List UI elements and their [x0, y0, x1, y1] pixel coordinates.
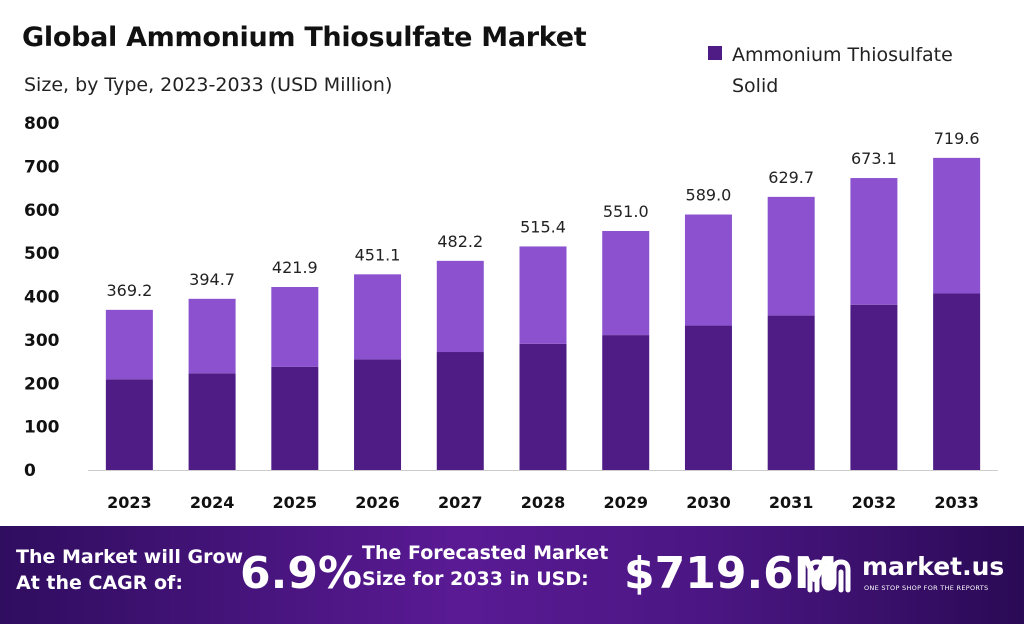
bar-segment-upper: [105, 309, 153, 380]
y-tick-label: 200: [24, 374, 60, 394]
x-tick-label: 2028: [521, 493, 566, 512]
legend-label: Ammonium Thiosulfate Solid: [732, 44, 953, 97]
x-tick-label: 2025: [273, 493, 318, 512]
bar-segment-solid: [767, 315, 815, 470]
bar-value-label: 515.4: [520, 217, 566, 236]
x-tick-label: 2030: [686, 493, 731, 512]
bar-segment-upper: [767, 196, 815, 316]
bar-segment-solid: [684, 325, 732, 470]
bar-value-label: 394.7: [189, 270, 235, 289]
bar-segment-upper: [850, 178, 898, 305]
bar-segment-solid: [850, 304, 898, 470]
x-tick-label: 2024: [190, 493, 235, 512]
info-banner: The Market will Grow At the CAGR of: 6.9…: [0, 526, 1024, 624]
logo-tagline: ONE STOP SHOP FOR THE REPORTS: [864, 584, 989, 592]
bar-segment-upper: [436, 260, 484, 353]
bar-value-label: 451.1: [355, 245, 401, 264]
bar-segment-upper: [933, 157, 981, 294]
cagr-label: The Market will Grow At the CAGR of:: [16, 544, 243, 596]
y-tick-label: 800: [24, 114, 60, 134]
chart-subtitle: Size, by Type, 2023-2033 (USD Million): [24, 74, 393, 96]
bar-value-label: 369.2: [106, 281, 152, 300]
bar-segment-upper: [519, 246, 567, 344]
logo-text: market.us: [862, 552, 1005, 581]
bar-segment-solid: [188, 373, 236, 470]
x-tick-label: 2032: [852, 493, 897, 512]
cagr-value: 6.9%: [240, 548, 363, 599]
bar-segment-solid: [933, 293, 981, 470]
x-tick-label: 2026: [355, 493, 400, 512]
bar-value-label: 421.9: [272, 258, 318, 277]
y-tick-label: 700: [24, 157, 60, 177]
bar-segment-solid: [519, 343, 567, 470]
bar-segment-solid: [354, 359, 402, 470]
bar-value-label: 482.2: [437, 232, 483, 251]
bar-chart: 0 100 200 300 400 500 600 700 800 369.2 2023 394.7 2…: [24, 114, 998, 512]
y-tick-label: 500: [24, 244, 60, 264]
bar-segment-solid: [436, 352, 484, 470]
bar-segment-solid: [105, 379, 153, 470]
y-tick-label: 600: [24, 201, 60, 221]
y-tick-label: 300: [24, 331, 60, 351]
x-tick-label: 2029: [603, 493, 648, 512]
bar-value-label: 589.0: [686, 186, 732, 205]
bar-segment-upper: [684, 214, 732, 326]
cagr-label-line2: At the CAGR of:: [16, 572, 183, 594]
bar-segment-upper: [188, 298, 236, 374]
x-tick-label: 2033: [934, 493, 979, 512]
y-tick-label: 0: [24, 461, 36, 481]
forecast-label: The Forecasted Market Size for 2033 in U…: [362, 540, 608, 592]
forecast-value: $719.6M: [624, 548, 838, 599]
bar-value-label: 673.1: [851, 149, 897, 168]
bar-value-label: 629.7: [768, 168, 814, 187]
forecast-label-line2: Size for 2033 in USD:: [362, 568, 589, 590]
x-tick-label: 2031: [769, 493, 814, 512]
legend-swatch: [708, 46, 722, 60]
cagr-label-line1: The Market will Grow: [16, 546, 244, 568]
bar-segment-upper: [271, 287, 319, 367]
bar-segment-solid: [602, 335, 650, 470]
x-tick-label: 2027: [438, 493, 483, 512]
y-tick-label: 100: [24, 418, 60, 438]
y-tick-label: 400: [24, 288, 60, 308]
bar-segment-upper: [354, 274, 402, 360]
forecast-label-line1: The Forecasted Market: [362, 542, 609, 564]
bar-value-label: 719.6: [934, 129, 980, 148]
x-tick-label: 2023: [107, 493, 152, 512]
bar-segment-upper: [602, 231, 650, 336]
bar-value-label: 551.0: [603, 202, 649, 221]
chart-title: Global Ammonium Thiosulfate Market: [22, 22, 587, 53]
bar-segment-solid: [271, 366, 319, 470]
market-us-logo-icon: [807, 559, 851, 593]
